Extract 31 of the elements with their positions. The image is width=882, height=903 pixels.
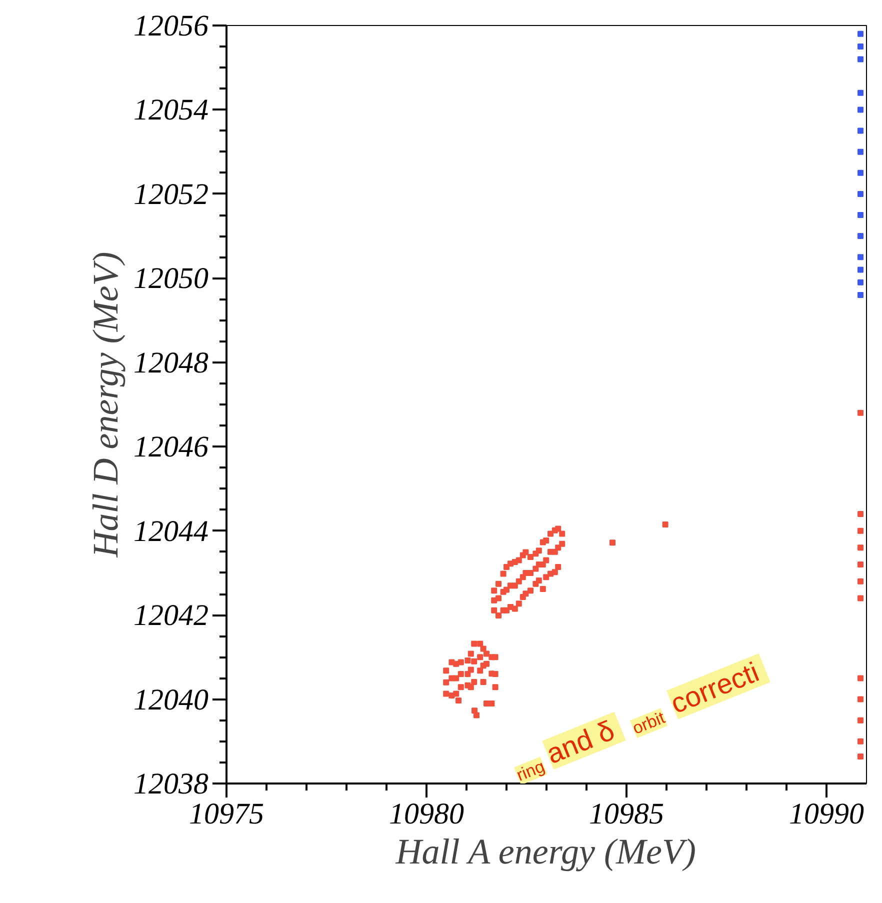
y-tick-label: 12042 xyxy=(134,599,208,632)
y-tick-label: 12038 xyxy=(134,768,208,800)
point xyxy=(858,30,864,37)
point xyxy=(858,190,864,197)
point xyxy=(858,128,864,134)
point xyxy=(858,170,864,176)
point xyxy=(858,56,864,62)
y-tick-label: 12046 xyxy=(134,430,208,464)
point xyxy=(858,148,864,155)
y-tick-label: 12044 xyxy=(134,514,208,548)
y-tick-label: 12056 xyxy=(134,10,208,42)
point xyxy=(858,254,864,260)
point xyxy=(858,279,864,286)
point xyxy=(858,266,864,273)
x-axis-title: Hall A energy (MeV) xyxy=(394,832,696,872)
y-tick-label: 12054 xyxy=(134,94,208,127)
point xyxy=(858,233,864,240)
x-tick-label: 10985 xyxy=(589,798,664,830)
y-tick-label: 12040 xyxy=(134,683,208,716)
y-tick-label: 12050 xyxy=(134,262,208,296)
x-tick-label: 10980 xyxy=(389,798,464,830)
point xyxy=(858,90,864,96)
x-tick-label: 10975 xyxy=(189,798,264,830)
y-tick-label: 12052 xyxy=(134,178,208,211)
point xyxy=(858,106,864,113)
point xyxy=(858,212,864,218)
y-axis-title: Hall D energy (MeV) xyxy=(86,252,126,558)
point xyxy=(858,292,864,298)
y-tick-label: 12048 xyxy=(134,346,208,380)
x-tick-label: 10990 xyxy=(789,798,864,830)
point xyxy=(858,44,864,50)
